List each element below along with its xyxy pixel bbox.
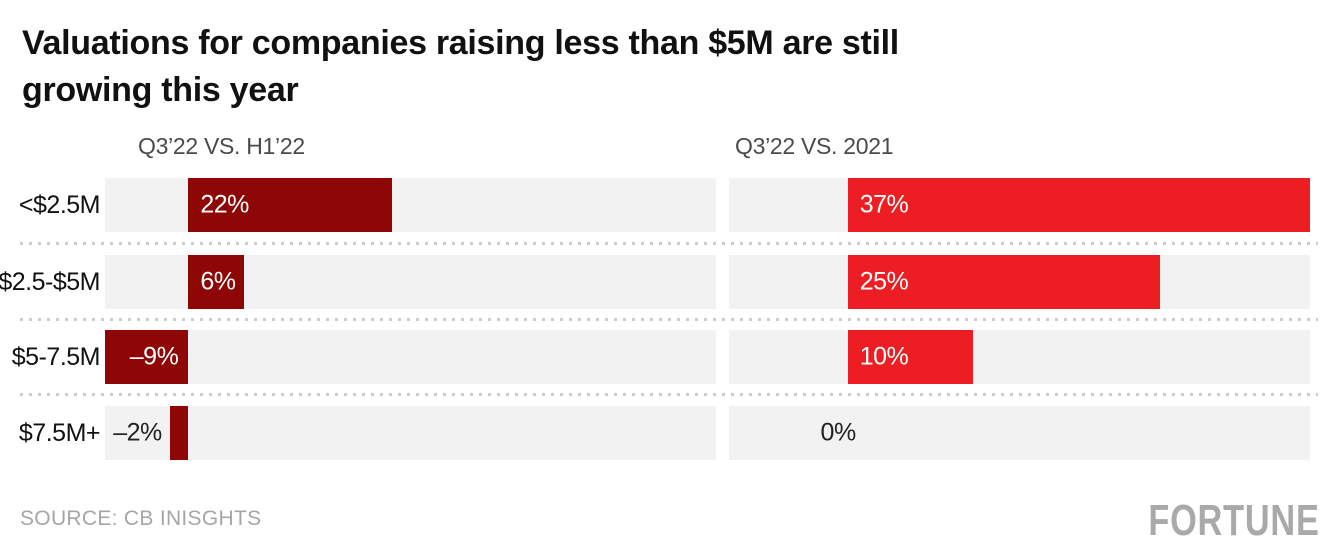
value-bar	[847, 330, 973, 384]
value-bar	[847, 255, 1161, 309]
bar-value-label: –2%	[113, 418, 162, 447]
row-separator	[20, 318, 1318, 321]
source-credit: SOURCE: CB INISGHTS	[20, 507, 262, 530]
panel-header-left: Q3’22 VS. H1’22	[138, 133, 305, 159]
chart-title-line-1: Valuations for companies raising less th…	[22, 24, 899, 62]
value-bar	[169, 406, 189, 460]
fortune-logo: FORTUNE	[1148, 496, 1320, 545]
category-label: <$2.5M	[18, 190, 101, 219]
chart-title: Valuations for companies raising less th…	[22, 20, 899, 114]
bar-value-label: 6%	[200, 267, 236, 296]
category-label: $2.5-$5M	[0, 267, 101, 296]
value-bar	[188, 255, 244, 309]
category-label: $7.5M+	[18, 418, 101, 447]
bar-value-label: 0%	[820, 418, 857, 447]
bar-track	[729, 406, 1310, 460]
bar-track	[729, 330, 1310, 384]
bar-value-label: 10%	[859, 342, 909, 371]
panel-header-right: Q3’22 VS. 2021	[735, 133, 894, 159]
chart-title-line-2: growing this year	[22, 71, 299, 109]
category-label: $5-7.5M	[11, 342, 101, 371]
row-separator	[20, 242, 1318, 245]
value-bar	[188, 178, 392, 232]
bar-value-label: 37%	[859, 190, 909, 219]
value-bar	[847, 178, 1310, 232]
bar-value-label: 22%	[200, 190, 249, 219]
bar-value-label: –9%	[129, 342, 179, 371]
bar-value-label: 25%	[859, 267, 909, 296]
bar-track	[105, 330, 716, 384]
row-separator	[20, 393, 1318, 396]
value-bar	[105, 330, 189, 384]
bar-track	[105, 406, 716, 460]
